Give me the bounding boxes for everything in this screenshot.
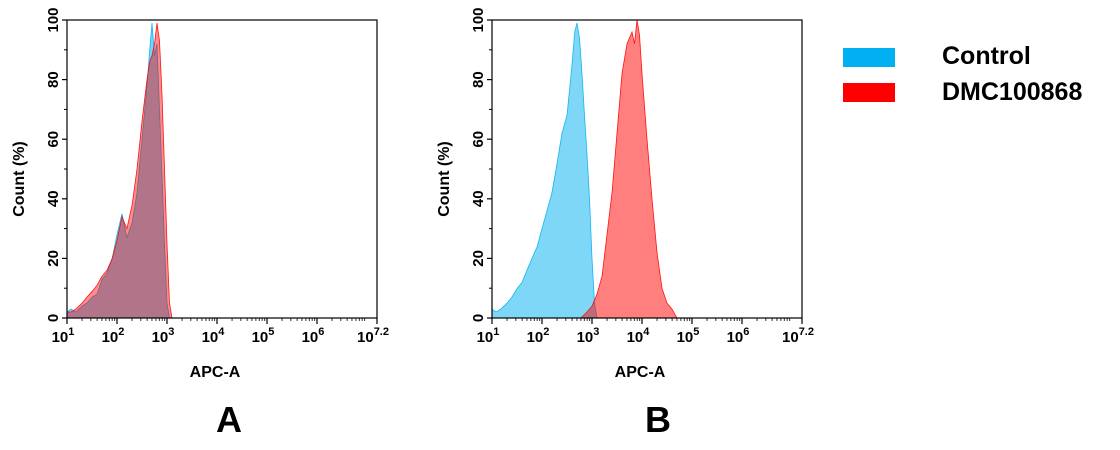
x-tick-label: 103 — [577, 326, 600, 346]
x-tick-label: 105 — [252, 326, 275, 346]
x-tick-label: 107.2 — [782, 326, 814, 346]
y-tick-label: 80 — [470, 71, 487, 88]
panel-letter: B — [645, 399, 671, 440]
legend-swatch-dmc100868 — [843, 83, 895, 102]
series-area-control — [66, 22, 170, 319]
y-tick-label: 0 — [470, 314, 487, 322]
x-tick-label: 107.2 — [357, 326, 389, 346]
y-axis-label: Count (%) — [436, 141, 453, 217]
y-tick-label: 60 — [45, 131, 62, 148]
y-tick-label: 40 — [470, 190, 487, 207]
x-tick-label: 103 — [152, 326, 175, 346]
x-tick-label: 101 — [52, 326, 75, 346]
legend-label-control: Control — [942, 42, 1031, 70]
x-axis-label: APC-A — [615, 364, 666, 381]
series-area-control — [491, 22, 598, 319]
y-tick-label: 60 — [470, 131, 487, 148]
y-tick-label: 100 — [45, 7, 62, 32]
series-area-dmc100868 — [579, 19, 678, 319]
x-tick-label: 105 — [677, 326, 700, 346]
panel-b: 0 20 40 60 80 100 101 102 103 104 105 106 107.2 APC-A… — [436, 7, 814, 440]
y-tick-label: 20 — [45, 250, 62, 267]
legend-label-dmc100868: DMC100868 — [942, 78, 1082, 106]
x-tick-label: 104 — [627, 326, 651, 346]
x-axis-label: APC-A — [190, 364, 241, 381]
y-tick-label: 20 — [470, 250, 487, 267]
x-tick-label: 106 — [302, 326, 325, 346]
x-tick-label: 101 — [477, 326, 500, 346]
x-tick-label: 102 — [102, 326, 125, 346]
x-tick-label: 102 — [527, 326, 550, 346]
y-tick-label: 0 — [45, 314, 62, 322]
panel-a: 0 20 40 60 80 100 101 102 103 104 105 106 107.2 APC-A… — [11, 7, 389, 440]
y-tick-label: 100 — [470, 7, 487, 32]
legend: Control DMC100868 — [843, 42, 1082, 106]
y-axis-label: Count (%) — [11, 141, 28, 217]
series-area-dmc100868 — [66, 22, 173, 319]
y-tick-label: 80 — [45, 71, 62, 88]
y-tick-label: 40 — [45, 190, 62, 207]
panel-letter: A — [216, 399, 242, 440]
x-tick-label: 104 — [202, 326, 226, 346]
legend-swatch-control — [843, 48, 895, 67]
x-tick-label: 106 — [727, 326, 750, 346]
